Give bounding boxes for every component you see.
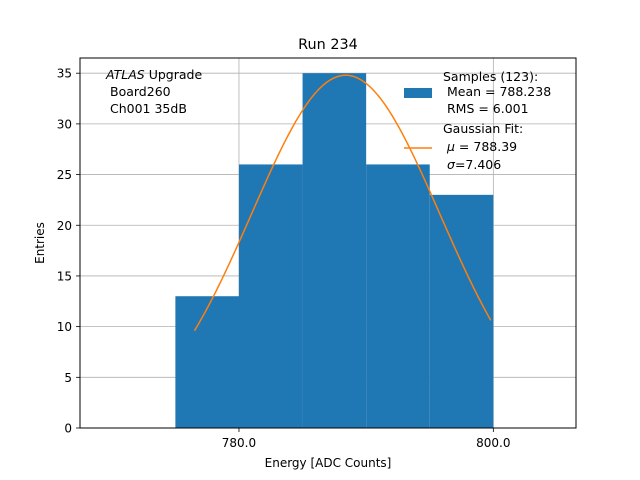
- histogram-bar: [175, 296, 239, 428]
- annotation-line-2: Board260: [110, 84, 171, 99]
- histogram-bar: [366, 164, 430, 428]
- legend-samples-patch: [404, 88, 432, 98]
- legend-mu-symbol: μ: [446, 139, 455, 154]
- y-tick-label: 20: [57, 219, 72, 233]
- y-tick-label: 15: [57, 269, 72, 283]
- histogram-bars: [175, 73, 494, 429]
- y-tick-label: 25: [57, 168, 72, 182]
- chart-title: Run 234: [298, 37, 358, 53]
- legend-mu-value: = 788.39: [455, 139, 517, 154]
- y-tick-label: 30: [57, 117, 72, 131]
- annotation-line-3: Ch001 35dB: [110, 101, 187, 116]
- legend-samples-rms: RMS = 6.001: [443, 101, 529, 116]
- gaussian-fit-curve: [193, 74, 492, 332]
- y-tick-label: 5: [64, 371, 72, 385]
- plot-frame: [79, 57, 577, 429]
- y-tick-label: 35: [57, 67, 72, 81]
- histogram-bar: [238, 164, 303, 428]
- legend-sigma-value: =7.406: [455, 157, 501, 172]
- legend-fit-title: Gaussian Fit:: [443, 121, 523, 136]
- histogram-bar: [429, 194, 494, 428]
- histogram-bar: [302, 73, 367, 429]
- legend-sigma-symbol: σ: [447, 157, 456, 172]
- x-tick-label: 800.0: [476, 436, 510, 450]
- y-tick-label: 0: [64, 422, 72, 436]
- x-axis-ticks: 780.0 800.0: [222, 428, 511, 450]
- legend-samples-line-1: Samples (123):: [443, 69, 538, 84]
- annotation-line-1: ATLAS Upgrade: [105, 67, 202, 82]
- gaussian-fit-layer: [193, 74, 492, 332]
- x-tick-label: 780.0: [222, 436, 256, 450]
- legend-samples-mean: Mean = 788.238: [443, 84, 551, 99]
- y-tick-label: 10: [57, 320, 72, 334]
- y-axis-label: Entries: [33, 222, 47, 264]
- y-axis-ticks: 0 5 10 15 20 25 30 35: [57, 67, 80, 436]
- annotation-atlas: ATLAS: [105, 67, 145, 82]
- legend-fit-mu: μ = 788.39: [446, 139, 517, 154]
- x-axis-label: Energy [ADC Counts]: [265, 456, 392, 470]
- legend: Samples (123): Mean = 788.238 RMS = 6.00…: [404, 69, 551, 172]
- legend-fit-sigma: σ=7.406: [447, 157, 501, 172]
- annotation-upgrade: Upgrade: [145, 67, 203, 82]
- annotation-box: ATLAS Upgrade Board260 Ch001 35dB: [105, 67, 202, 116]
